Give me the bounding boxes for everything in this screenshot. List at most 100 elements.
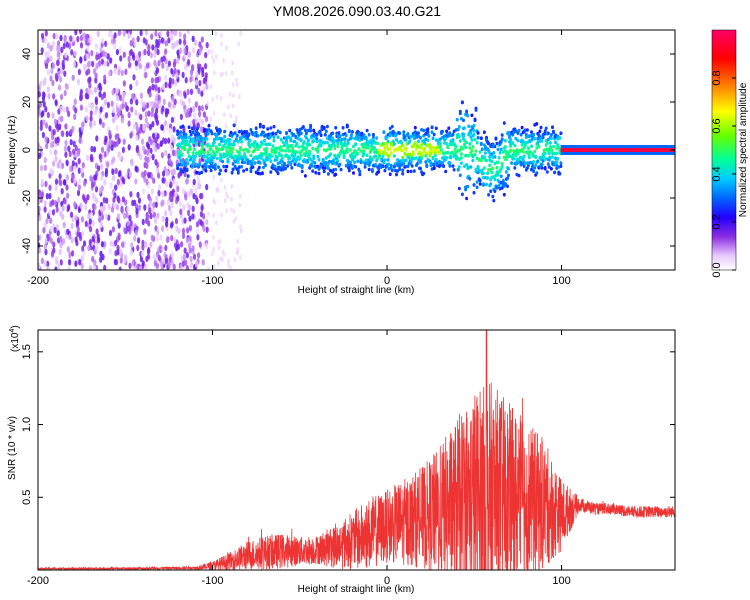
spectrogram-cell	[336, 141, 340, 146]
spectrogram-cell	[402, 130, 406, 134]
spectrogram-cell	[352, 171, 355, 175]
spectrogram-cell	[232, 142, 236, 147]
spectrogram-cell	[197, 105, 201, 112]
spectrogram-cell	[315, 136, 319, 141]
spectrogram-cell	[138, 62, 142, 70]
spectrogram-cell	[69, 165, 73, 173]
spectrogram-cell	[529, 150, 532, 154]
spectrogram-cell	[148, 123, 153, 131]
spectrogram-cell	[89, 120, 93, 128]
spectrogram-cell	[191, 35, 195, 42]
spectrogram-cell	[153, 260, 157, 267]
spectrogram-cell	[173, 98, 177, 106]
spectrogram-cell	[356, 159, 360, 164]
spectrogram-cell	[281, 140, 285, 145]
spectrogram-cell	[135, 79, 139, 87]
spectrogram-cell	[56, 59, 60, 66]
spectrogram-cell	[40, 47, 44, 54]
spectrogram-cell	[250, 162, 254, 166]
colorbar: 0.00.20.40.60.8 Normalized spectral ampl…	[711, 29, 749, 278]
spectrogram-cell	[420, 142, 424, 147]
spectrogram-cell	[43, 77, 47, 84]
spectrogram-cell	[151, 153, 155, 161]
spectrogram-cell	[434, 126, 438, 131]
spectrogram-cell	[202, 111, 206, 118]
spectrogram-cell	[43, 206, 47, 213]
spectrogram-cell	[262, 165, 265, 170]
spectrogram-cell	[354, 165, 358, 169]
spectrogram-cell	[516, 138, 520, 143]
spectrogram-cell	[293, 152, 297, 157]
spectrogram-cell	[68, 233, 72, 240]
spectrogram-cell	[120, 205, 124, 212]
spectrogram-cell	[192, 105, 196, 113]
spectrogram-cell	[499, 140, 503, 144]
spectrogram-cell	[513, 166, 517, 170]
spectrogram-cell	[188, 215, 192, 222]
spectrogram-cell	[185, 158, 189, 162]
spectrogram-cell	[204, 115, 209, 123]
spectrogram-cell	[451, 138, 455, 143]
spectrogram-cell	[284, 166, 287, 171]
spectrogram-cell	[94, 86, 98, 94]
spectrogram-cell	[152, 254, 156, 261]
spectrogram-cell	[353, 154, 357, 159]
spectrogram-cell	[217, 245, 221, 251]
spectrogram-cell	[135, 54, 139, 61]
spectrogram-y-tick-label: -40	[21, 238, 33, 254]
spectrogram-y-tick-label: 0	[21, 147, 33, 153]
spectrogram-x-tick-label: 100	[552, 275, 570, 287]
spectrogram-cell	[129, 98, 133, 105]
spectrogram-cell	[260, 142, 264, 146]
spectrogram-cell	[220, 33, 223, 38]
spectrogram-cell	[249, 153, 253, 158]
spectrogram-cell	[159, 261, 164, 268]
spectrogram-cell	[514, 136, 518, 141]
spectrogram-cell	[144, 241, 148, 248]
spectrogram-cell	[309, 123, 313, 128]
spectrogram-cell	[113, 32, 117, 39]
spectrogram-cell	[478, 150, 482, 154]
spectrogram-cell	[145, 62, 150, 69]
spectrogram-cell	[39, 164, 44, 172]
spectrogram-cell	[201, 142, 205, 147]
spectrogram-cell	[202, 77, 206, 85]
snr-y-scale-close: )	[10, 325, 21, 328]
spectrogram-cell	[103, 179, 107, 186]
spectrogram-cell	[152, 211, 156, 219]
spectrogram-cell	[215, 94, 219, 100]
spectrogram-x-tick-label: 0	[384, 275, 390, 287]
spectrogram-cell	[419, 166, 422, 171]
spectrogram-cell	[161, 105, 165, 112]
spectrogram-cell	[213, 163, 217, 168]
spectrogram-cell	[219, 72, 223, 78]
spectrogram-cell	[142, 124, 146, 131]
spectrogram-cell	[299, 138, 303, 142]
spectrogram-cell	[230, 142, 234, 147]
spectrogram-cell	[82, 240, 87, 247]
spectrogram-cell	[233, 257, 237, 263]
spectrogram-cell	[183, 64, 188, 71]
spectrogram-cell	[80, 216, 85, 223]
spectrogram-cell	[223, 129, 227, 134]
spectrogram-cell	[155, 67, 160, 74]
spectrogram-cell	[44, 180, 48, 188]
spectrogram-cell	[200, 205, 204, 212]
spectrogram-cell	[46, 266, 50, 270]
spectrogram-cell	[52, 93, 56, 100]
spectrogram-cell	[484, 145, 487, 149]
spectrogram-cell	[64, 139, 68, 147]
spectrogram-cell	[191, 213, 195, 220]
spectrogram-cell	[147, 49, 151, 56]
spectrogram-cell	[265, 149, 269, 154]
spectrogram-cell	[58, 173, 62, 180]
spectrogram-cell	[386, 139, 390, 144]
spectrogram-cell	[493, 144, 497, 149]
spectrogram-cell	[193, 138, 197, 143]
spectrogram-cell	[44, 30, 48, 37]
spectrogram-cell	[119, 248, 123, 255]
spectrogram-cell	[113, 141, 117, 148]
spectrogram-cell	[100, 163, 104, 170]
spectrogram-cell	[495, 170, 499, 174]
spectrogram-cell	[302, 159, 306, 164]
